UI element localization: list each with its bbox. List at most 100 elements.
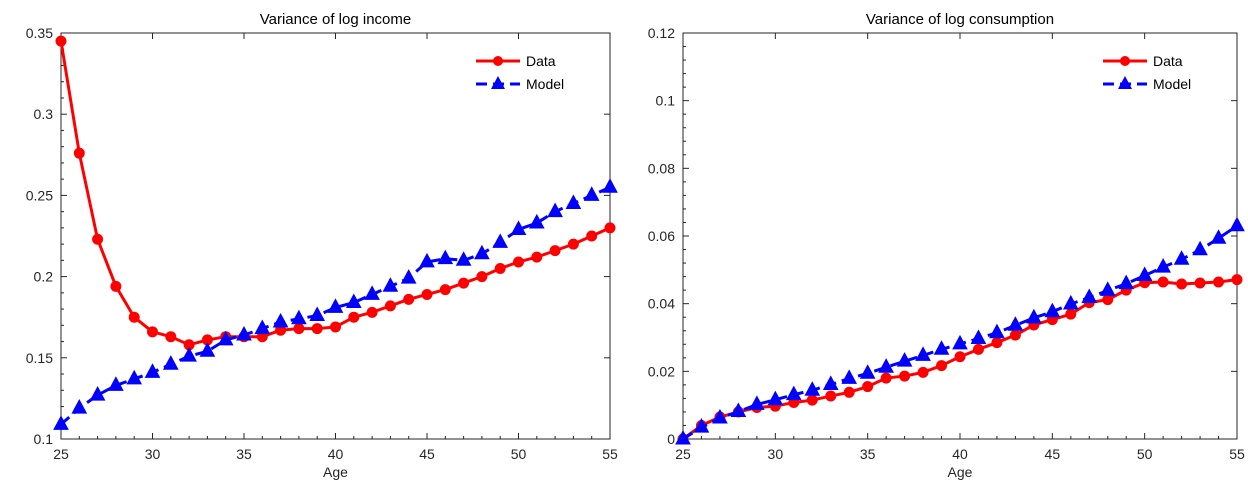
model-point [730,402,747,418]
model-point [1229,216,1245,232]
model-point [693,418,710,433]
x-tick-label: 30 [768,446,784,462]
data-point [494,262,506,274]
legend: Data Model [476,53,564,92]
model-point [970,329,987,344]
model-point [1173,250,1190,265]
series-data [55,35,616,351]
data-point [439,284,451,296]
model-point [785,385,802,401]
model-point [989,323,1005,339]
model-point [364,285,380,300]
x-tick-label: 40 [328,446,344,462]
data-point [92,233,104,245]
model-point [126,369,143,385]
model-point [841,369,858,384]
data-point [825,390,837,402]
data-point [366,306,378,318]
x-axis-title: Age [948,464,973,480]
y-tick-label: 0.1 [34,431,54,447]
model-point [419,252,435,268]
data-point [531,251,543,263]
x-tick-label: 25 [53,446,69,462]
model-point [162,355,179,370]
model-point [1062,294,1079,310]
model-point [455,251,472,266]
model-point [89,386,106,401]
model-point [53,415,69,430]
data-point [384,300,396,312]
model-point [896,352,913,367]
legend-label: Data [1153,53,1183,69]
model-point [437,249,454,265]
plot-frame [60,32,611,440]
data-point [348,311,360,323]
x-tick-label: 35 [236,446,252,462]
series-model [53,178,618,430]
data-point [1213,276,1225,288]
model-point [859,364,876,379]
model-point [181,347,197,362]
model-point [565,194,582,209]
data-point [604,222,616,234]
model-point [510,220,527,235]
plot-frame [682,32,1238,440]
data-point [843,386,855,398]
y-tick-label: 0.2 [34,269,54,285]
model-point [952,334,968,350]
legend-marker [1120,56,1130,66]
data-point [110,280,122,292]
model-point [1155,258,1171,273]
model-point [291,309,307,325]
data-point [880,372,892,384]
data-point [1009,329,1021,341]
legend-label: Model [526,76,564,92]
data-point [567,238,579,250]
data-point [73,147,85,159]
model-point [236,325,252,341]
series-data [677,274,1243,445]
model-point [933,340,950,355]
data-point [476,271,488,283]
model-point [1210,229,1227,244]
y-tick-label: 0.35 [26,25,53,41]
data-point [862,381,874,393]
model-point [71,399,88,414]
data-point [1102,294,1114,306]
model-point [1044,302,1061,318]
data-point [972,343,984,355]
data-point [1231,274,1243,286]
model-point [272,312,289,328]
legend-label: Data [526,53,556,69]
data-point [954,351,966,363]
data-point [165,331,177,343]
legend-marker [493,56,503,66]
chart-title: Variance of log consumption [866,11,1054,28]
y-tick-label: 0.15 [26,350,53,366]
data-point [1065,308,1077,320]
model-point [492,233,509,248]
model-point [804,381,821,396]
x-tick-label: 30 [145,446,161,462]
model-point [400,269,417,284]
data-point [330,321,341,333]
model-point [474,244,490,260]
model-point [528,213,545,229]
data-point [806,394,818,406]
data-point [1176,278,1188,290]
model-point [199,342,216,357]
model-point [327,298,344,313]
data-point [1194,277,1206,289]
y-tick-label: 0 [667,431,675,447]
model-point [345,293,362,309]
series-model [675,216,1245,445]
data-point [991,337,1003,349]
data-point [917,366,929,378]
consumption-variance-chart: 0 0.02 0.04 0.06 0.08 0.1 0.12 25 30 35 40 45 50 55 Va… [648,11,1245,480]
data-point [293,323,305,335]
model-point [915,346,931,361]
legend-label: Model [1153,76,1191,92]
data-point [586,230,598,242]
x-tick-label: 40 [952,446,968,462]
